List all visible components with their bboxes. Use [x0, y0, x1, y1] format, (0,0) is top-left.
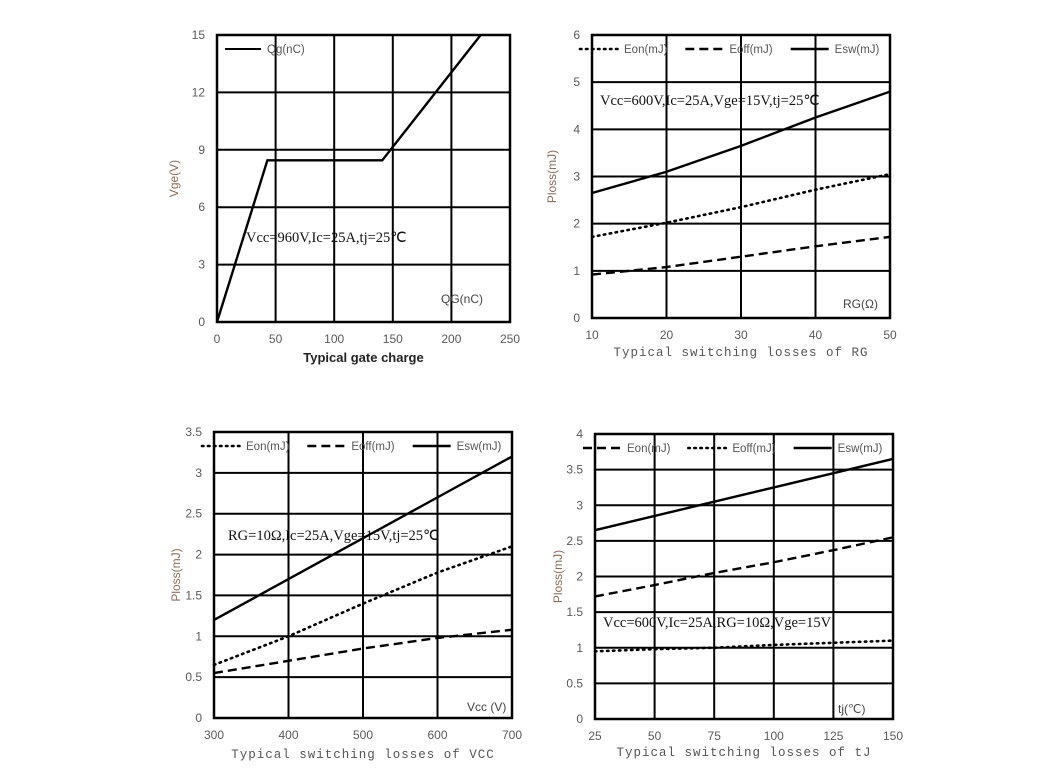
series-line-eoffmj: [591, 235, 891, 276]
condition-annotation: Vcc=600V,Ic=25A,RG=10Ω,Vge=15V: [603, 615, 832, 631]
chart-2: 10 20 30 40 50 0 1 2 3 4 5 6 Eon(mJ) Eoff(mJ) Esw(mJ) V…: [545, 28, 897, 360]
series-line-eoffmj: [213, 628, 513, 675]
plot-frame: [215, 33, 512, 324]
y-tick-label: 1.5: [185, 588, 202, 602]
x-tick-label: 100: [764, 729, 784, 743]
y-tick-label: 3: [576, 498, 583, 512]
x-tick-label: 20: [660, 328, 674, 342]
x-tick-label: 40: [809, 328, 823, 342]
y-tick-label: 2: [576, 570, 583, 584]
y-tick-label: 9: [198, 143, 205, 157]
series-line-eoffmj: [593, 639, 895, 653]
y-tick-label: 0.5: [185, 670, 202, 684]
y-tick-label: 6: [198, 200, 205, 214]
x-tick-label: 150: [383, 332, 403, 346]
x-tick-label: 250: [500, 332, 520, 346]
series-line-eonmj: [212, 545, 514, 667]
plot-frame: [593, 432, 895, 721]
series-line-eswmj: [594, 457, 894, 532]
x-tick-label: 30: [734, 328, 748, 342]
legend-label: Esw(mJ): [838, 443, 883, 455]
legend-label: Eoff(mJ): [732, 443, 775, 455]
legend-label: Eoff(mJ): [729, 44, 772, 56]
x-tick-label: 125: [823, 729, 843, 743]
chart-1: 0 50 100 150 200 250 0 3 6 9 12 15 Qg(nC) Vcc=960V,Ic…: [167, 28, 520, 365]
y-tick-label: 2.5: [566, 534, 583, 548]
y-tick-label: 0: [573, 311, 580, 325]
chart-3: 300 400 500 600 700 0 0.5 1 1.5 2 2.5 3 3.5 Eon(mJ) Eo…: [169, 425, 522, 762]
y-tick-label: 1: [573, 264, 580, 278]
legend-label: Eon(mJ): [627, 443, 671, 455]
chart-title: Typical switching losses of tJ: [616, 746, 871, 760]
y-tick-label: 0: [198, 315, 205, 329]
y-axis-label: Ploss(mJ): [545, 150, 559, 203]
y-axis-label: Ploss(mJ): [169, 548, 183, 601]
y-tick-label: 2: [573, 217, 580, 231]
legend-label: Qg(nC): [267, 44, 305, 56]
y-tick-label: 2: [195, 548, 202, 562]
chart-title: Typical switching losses of RG: [613, 346, 868, 360]
y-tick-label: 0: [576, 712, 583, 726]
chart-title: Typical gate charge: [303, 350, 423, 365]
x-tick-label: 25: [588, 729, 602, 743]
y-tick-label: 0: [195, 711, 202, 725]
series-line-eswmj: [591, 90, 891, 195]
x-tick-label: 400: [278, 728, 298, 742]
y-axis-label: Vge(V): [167, 160, 181, 197]
y-tick-label: 4: [576, 427, 583, 441]
y-tick-label: 12: [192, 85, 206, 99]
plot-frame: [590, 33, 892, 320]
x-unit-label: Vcc (V): [467, 700, 506, 714]
series-line-eonmj: [590, 172, 892, 239]
x-unit-label: tj(℃): [838, 702, 865, 716]
chart-title: Typical switching losses of VCC: [231, 748, 495, 762]
y-tick-label: 3: [198, 258, 205, 272]
y-tick-label: 0.5: [566, 676, 583, 690]
y-axis-label: Ploss(mJ): [551, 550, 565, 603]
x-tick-label: 150: [883, 729, 903, 743]
x-tick-label: 500: [353, 728, 373, 742]
y-tick-label: 15: [192, 28, 206, 42]
x-unit-label: RG(Ω): [843, 297, 878, 311]
legend-label: Eon(mJ): [624, 44, 668, 56]
legend-label: Esw(mJ): [457, 441, 502, 453]
y-tick-label: 3.5: [566, 463, 583, 477]
y-tick-label: 3.5: [185, 425, 202, 439]
legend-label: Eon(mJ): [246, 441, 290, 453]
series-line-eonmj: [594, 536, 894, 598]
x-tick-label: 50: [269, 332, 283, 346]
series-line-qgnc: [215, 34, 482, 323]
x-tick-label: 75: [708, 729, 722, 743]
condition-annotation: RG=10Ω,Ic=25A,Vge=15V,tj=25℃: [228, 528, 439, 544]
x-tick-label: 200: [441, 332, 461, 346]
condition-annotation: Vcc=960V,Ic=25A,tj=25℃: [246, 230, 407, 246]
condition-annotation: Vcc=600V,Ic=25A,Vge=15V,tj=25℃: [600, 93, 820, 109]
x-unit-label: QG(nC): [441, 292, 483, 306]
plot-frame: [212, 430, 514, 720]
x-tick-label: 100: [324, 332, 344, 346]
y-tick-label: 1: [195, 629, 202, 643]
y-tick-label: 6: [573, 28, 580, 42]
series-line-eswmj: [213, 455, 513, 621]
legend-label: Esw(mJ): [835, 44, 880, 56]
y-tick-label: 3: [195, 466, 202, 480]
y-tick-label: 5: [573, 75, 580, 89]
y-tick-label: 4: [573, 122, 580, 136]
y-tick-label: 3: [573, 170, 580, 184]
x-tick-label: 600: [427, 728, 447, 742]
chart-4: 25 50 75 100 125 150 0 0.5 1 1.5 2 2.5 3 3.5 4 Eon(mJ) E…: [551, 427, 903, 760]
x-tick-label: 700: [502, 728, 522, 742]
x-tick-label: 300: [204, 728, 224, 742]
y-tick-label: 1: [576, 641, 583, 655]
y-tick-label: 1.5: [566, 605, 583, 619]
x-tick-label: 0: [214, 332, 221, 346]
legend-label: Eoff(mJ): [351, 441, 394, 453]
x-tick-label: 50: [648, 729, 662, 743]
x-tick-label: 50: [883, 328, 897, 342]
x-tick-label: 10: [585, 328, 599, 342]
y-tick-label: 2.5: [185, 507, 202, 521]
